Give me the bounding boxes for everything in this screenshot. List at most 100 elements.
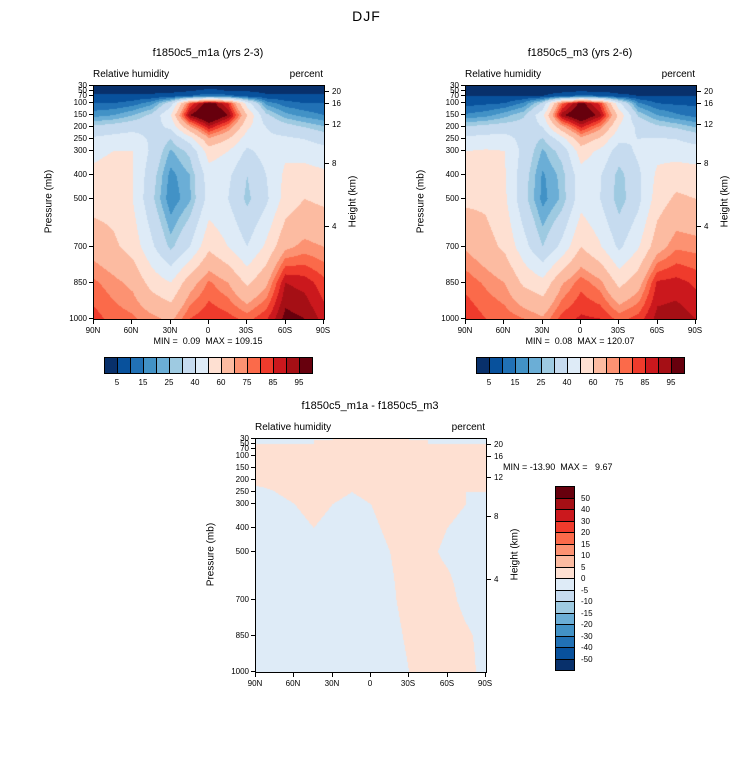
colorbar-cell — [476, 357, 490, 374]
latitude-tick — [131, 320, 132, 324]
pressure-tick-label: 500 — [445, 194, 459, 203]
colorbar-tick-label: 5 — [486, 378, 492, 387]
figure-season-title: DJF — [352, 8, 381, 24]
colorbar-tick-label: 95 — [666, 378, 676, 387]
pressure-tick — [461, 246, 465, 247]
height-tick — [697, 103, 701, 104]
pressure-tick-label: 50 — [450, 86, 459, 95]
colorbar-tick-label: -50 — [581, 654, 593, 664]
colorbar-cell — [632, 357, 646, 374]
pressure-tick — [461, 95, 465, 96]
colorbar-cell — [593, 357, 607, 374]
pressure-tick-label: 850 — [445, 278, 459, 287]
latitude-tick — [323, 320, 324, 324]
colorbar-cell — [234, 357, 248, 374]
height-tick — [697, 226, 701, 227]
latitude-tick-label: 30S — [610, 326, 626, 335]
pressure-tick — [461, 138, 465, 139]
latitude-tick — [657, 320, 658, 324]
pressure-tick — [89, 282, 93, 283]
pressure-tick-label: 100 — [445, 98, 459, 107]
pressure-tick — [89, 138, 93, 139]
latitude-tick-label: 0 — [205, 326, 211, 335]
height-tick-label: 20 — [704, 87, 713, 96]
pressure-tick — [461, 174, 465, 175]
pressure-tick-label: 100 — [73, 98, 87, 107]
min-max-stats: MIN = -13.90 MAX = 9.67 — [503, 462, 613, 472]
height-tick-label: 8 — [704, 159, 709, 168]
colorbar-tick-label: 10 — [581, 551, 590, 560]
colorbar-cell — [221, 357, 235, 374]
colorbar-cell — [502, 357, 516, 374]
colorbar-cell — [299, 357, 313, 374]
units-label: percent — [289, 69, 323, 80]
pressure-tick-label: 70 — [240, 444, 249, 453]
latitude-tick — [580, 320, 581, 324]
latitude-tick-label: 60N — [285, 679, 301, 688]
pressure-tick — [251, 479, 255, 480]
latitude-tick — [170, 320, 171, 324]
colorbar-tick-label: 15 — [138, 378, 148, 387]
pressure-tick-label: 700 — [235, 595, 249, 604]
pressure-tick — [89, 150, 93, 151]
colorbar-cell — [247, 357, 261, 374]
height-tick-label: 12 — [704, 120, 713, 129]
height-tick-label: 4 — [332, 222, 337, 231]
colorbar-tick-label: 40 — [581, 505, 590, 514]
colorbar-cell — [580, 357, 594, 374]
pressure-tick — [461, 126, 465, 127]
latitude-tick-label: 30S — [400, 679, 416, 688]
colorbar-tick-label: 50 — [581, 493, 590, 503]
latitude-tick-label: 60N — [495, 326, 511, 335]
colorbar-tick-label: -10 — [581, 597, 593, 606]
height-tick — [325, 103, 329, 104]
pressure-tick — [251, 551, 255, 552]
colorbar-tick-label: -20 — [581, 620, 593, 629]
colorbar-tick-label: 85 — [640, 378, 650, 387]
colorbar-cell — [528, 357, 542, 374]
min-max-stats: MIN = 0.08 MAX = 120.07 — [525, 336, 635, 346]
colorbar-tick-label: 15 — [581, 539, 590, 549]
pressure-tick-label: 200 — [73, 122, 87, 131]
latitude-tick — [285, 320, 286, 324]
latitude-tick — [293, 673, 294, 677]
colorbar-cell — [286, 357, 300, 374]
latitude-tick-label: 0 — [367, 679, 373, 688]
pressure-tick-label: 300 — [445, 146, 459, 155]
pressure-tick-label: 250 — [445, 134, 459, 143]
height-tick-label: 8 — [332, 159, 337, 168]
pressure-tick — [89, 90, 93, 91]
pressure-tick — [251, 448, 255, 449]
height-tick — [487, 456, 491, 457]
height-tick-label: 20 — [494, 440, 503, 449]
pressure-tick — [89, 198, 93, 199]
contour-plot — [465, 85, 697, 320]
pressure-tick-label: 30 — [240, 434, 249, 443]
colorbar-cell — [169, 357, 183, 374]
latitude-tick-label: 90N — [247, 679, 263, 688]
pressure-tick — [89, 246, 93, 247]
pressure-tick — [251, 438, 255, 439]
contour-plot — [255, 438, 487, 673]
colorbar-cell — [143, 357, 157, 374]
latitude-tick — [542, 320, 543, 324]
pressure-tick — [251, 635, 255, 636]
latitude-tick-label: 30S — [238, 326, 254, 335]
pressure-tick-label: 500 — [235, 547, 249, 556]
latitude-tick-label: 60S — [439, 679, 455, 688]
height-tick — [487, 444, 491, 445]
colorbar-tick-label: 5 — [581, 562, 586, 572]
pressure-tick — [89, 318, 93, 319]
latitude-tick — [485, 673, 486, 677]
colorbar-tick-label: 75 — [614, 378, 624, 387]
pressure-tick — [251, 467, 255, 468]
pressure-tick-label: 400 — [235, 523, 249, 532]
pressure-axis-title: Pressure (mb) — [415, 169, 427, 234]
panel-title: f1850c5_m1a (yrs 2-3) — [152, 47, 264, 59]
pressure-tick-label: 70 — [78, 91, 87, 100]
colorbar-cell — [606, 357, 620, 374]
pressure-tick — [251, 491, 255, 492]
colorbar-cell — [515, 357, 529, 374]
latitude-tick-label: 60N — [123, 326, 139, 335]
latitude-tick-label: 0 — [577, 326, 583, 335]
